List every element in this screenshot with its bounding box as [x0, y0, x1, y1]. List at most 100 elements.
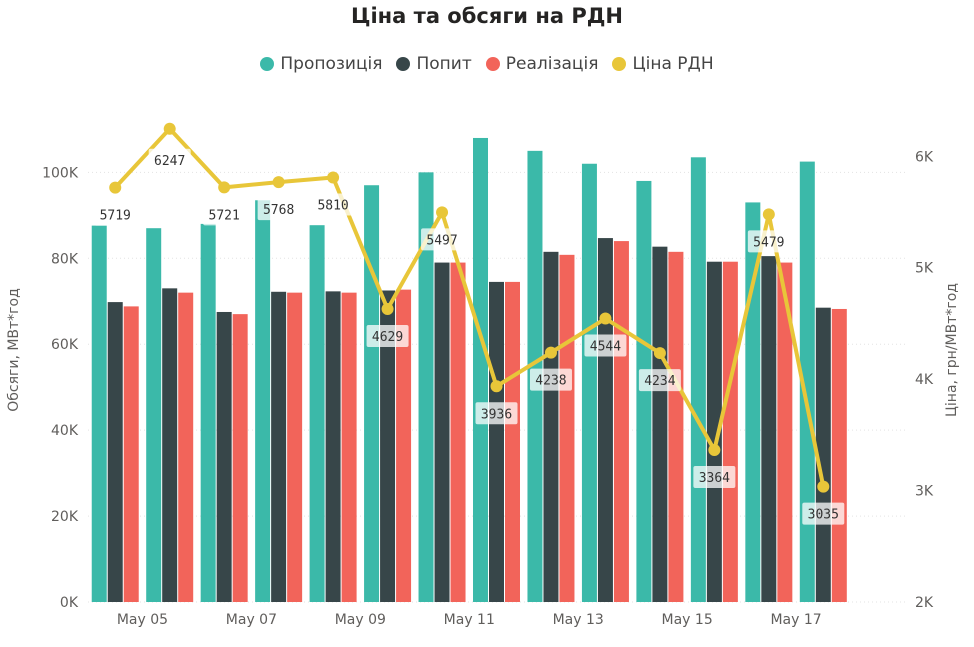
price-point[interactable] — [490, 380, 503, 393]
bar-2-11[interactable] — [722, 261, 738, 602]
bar-0-4[interactable] — [309, 225, 325, 602]
bar-1-10[interactable] — [652, 246, 668, 602]
price-point[interactable] — [272, 176, 285, 189]
bar-0-7[interactable] — [473, 137, 488, 602]
legend-marker-sales — [485, 57, 500, 71]
bar-1-12[interactable] — [761, 256, 777, 602]
price-point[interactable] — [762, 208, 775, 221]
y-tick-label-left: 60K — [51, 337, 79, 353]
legend-label-demand: Попит — [416, 54, 472, 74]
price-point[interactable] — [218, 181, 231, 194]
data-label: 4238 — [535, 374, 566, 389]
bar-0-2[interactable] — [200, 223, 216, 602]
bar-0-5[interactable] — [364, 185, 380, 602]
bar-0-0[interactable] — [91, 225, 107, 602]
legend-item-price[interactable]: Ціна РДН — [612, 54, 714, 74]
data-label: 5810 — [317, 198, 348, 213]
data-label: 3364 — [699, 471, 730, 486]
x-tick-label: May 07 — [226, 612, 277, 628]
bar-2-1[interactable] — [178, 292, 194, 602]
y-tick-label-left: 0K — [60, 595, 79, 611]
y-tick-label-right: 4K — [915, 372, 934, 388]
bar-2-2[interactable] — [232, 314, 248, 602]
x-tick-label: May 05 — [117, 612, 168, 628]
bar-1-11[interactable] — [706, 261, 722, 602]
price-point[interactable] — [327, 171, 340, 184]
bar-1-6[interactable] — [434, 262, 450, 602]
price-point[interactable] — [163, 122, 176, 135]
y-tick-label-left: 80K — [51, 251, 79, 267]
data-label-bg — [584, 334, 627, 357]
price-point[interactable] — [599, 312, 612, 325]
price-point[interactable] — [708, 444, 721, 457]
bar-0-9[interactable] — [581, 163, 597, 602]
bar-2-3[interactable] — [287, 292, 303, 602]
legend-item-sales[interactable]: Реалізація — [485, 54, 598, 74]
bar-1-1[interactable] — [162, 288, 178, 602]
price-line: 5719 6247 5721 5768 5810 4629 5497 3936 4238 4544… — [94, 122, 845, 525]
data-label-bg — [747, 230, 790, 253]
bar-2-10[interactable] — [668, 251, 684, 602]
price-point[interactable] — [109, 181, 122, 194]
bar-2-5[interactable] — [396, 289, 412, 602]
bar-1-8[interactable] — [543, 251, 559, 602]
data-label-bg — [802, 502, 845, 525]
price-point[interactable] — [381, 303, 394, 316]
legend-item-supply[interactable]: Пропозиція — [260, 54, 382, 74]
chart-title: Ціна та обсяги на РДН — [350, 4, 623, 28]
bar-1-5[interactable] — [380, 290, 396, 602]
bar-1-0[interactable] — [107, 302, 123, 602]
y-tick-label-right: 6K — [915, 149, 934, 165]
legend-label-price: Ціна РДН — [632, 54, 714, 74]
price-point[interactable] — [436, 206, 449, 219]
data-label-bg — [693, 466, 736, 489]
y-tick-label-right: 5K — [915, 261, 934, 277]
price-point[interactable] — [544, 346, 557, 359]
data-label: 5721 — [209, 208, 240, 223]
bar-2-13[interactable] — [831, 308, 847, 602]
legend-item-demand[interactable]: Попит — [396, 54, 472, 74]
x-tick-label: May 13 — [553, 612, 604, 628]
bar-2-7[interactable] — [505, 281, 520, 602]
y-tick-label-right: 2K — [915, 595, 934, 611]
data-label-bg — [148, 148, 191, 171]
bar-0-6[interactable] — [418, 172, 434, 602]
bar-0-13[interactable] — [799, 161, 815, 602]
bar-2-8[interactable] — [559, 254, 575, 602]
legend-marker-supply — [260, 57, 275, 71]
bar-0-10[interactable] — [636, 180, 652, 603]
bar-0-11[interactable] — [690, 157, 706, 602]
bar-2-0[interactable] — [123, 306, 139, 602]
data-label-bg — [638, 369, 681, 392]
data-label: 5719 — [100, 209, 131, 224]
bar-1-7[interactable] — [489, 281, 504, 602]
bar-2-6[interactable] — [450, 262, 466, 602]
bar-0-1[interactable] — [146, 228, 162, 602]
bar-2-12[interactable] — [777, 262, 793, 602]
x-tick-label: May 09 — [335, 612, 386, 628]
bar-1-13[interactable] — [815, 307, 831, 602]
price-point[interactable] — [653, 347, 666, 360]
bar-1-9[interactable] — [597, 238, 613, 602]
bar-1-3[interactable] — [271, 291, 287, 602]
bar-2-4[interactable] — [341, 292, 357, 602]
bar-1-4[interactable] — [325, 291, 341, 602]
y-tick-label-right: 3K — [915, 484, 934, 500]
data-label: 3936 — [481, 407, 512, 422]
bar-2-9[interactable] — [613, 241, 629, 602]
price-point[interactable] — [817, 480, 830, 493]
data-label: 6247 — [154, 154, 185, 169]
x-tick-label: May 17 — [770, 612, 821, 628]
data-label: 3035 — [808, 508, 839, 523]
data-label-bg — [312, 193, 355, 216]
legend-marker-price — [612, 57, 627, 71]
bar-1-2[interactable] — [216, 311, 232, 602]
x-tick-label: May 11 — [444, 612, 495, 628]
bar-0-3[interactable] — [255, 200, 271, 602]
bars — [91, 137, 847, 603]
y-axis-label-right: Ціна, грн/МВт*год — [944, 283, 960, 417]
data-label-bg — [421, 228, 464, 251]
legend-label-supply: Пропозиція — [280, 54, 383, 74]
data-label: 5479 — [753, 235, 784, 250]
